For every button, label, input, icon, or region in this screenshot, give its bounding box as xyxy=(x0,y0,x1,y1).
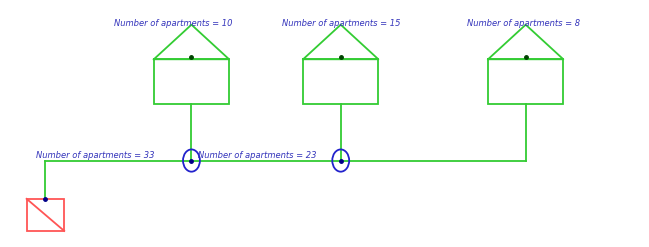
Bar xyxy=(27,199,64,231)
Text: Number of apartments = 33: Number of apartments = 33 xyxy=(36,151,154,160)
Bar xyxy=(154,59,229,104)
Bar xyxy=(303,59,378,104)
Text: Number of apartments = 10: Number of apartments = 10 xyxy=(114,19,232,28)
Text: Number of apartments = 15: Number of apartments = 15 xyxy=(282,19,401,28)
Bar xyxy=(488,59,563,104)
Text: Number of apartments = 23: Number of apartments = 23 xyxy=(198,151,317,160)
Text: Number of apartments = 8: Number of apartments = 8 xyxy=(467,19,580,28)
